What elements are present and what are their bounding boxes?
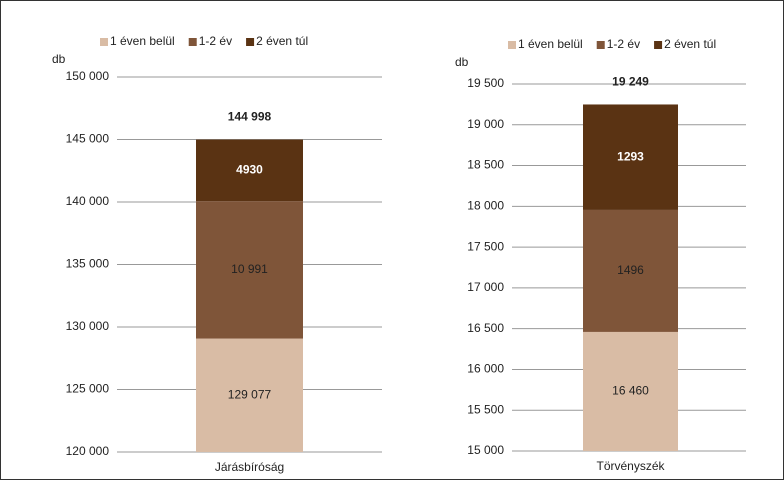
y-tick-label: 125 000	[66, 382, 110, 396]
y-tick-label: 120 000	[66, 444, 110, 458]
legend-swatch	[246, 38, 255, 46]
y-tick-label: 15 000	[467, 443, 504, 457]
y-tick-label: 17 000	[467, 280, 504, 294]
data-label: 1293	[617, 149, 644, 163]
y-tick-label: 135 000	[66, 257, 110, 271]
y-axis-label: db	[52, 52, 66, 66]
y-tick-label: 16 000	[467, 362, 504, 376]
y-tick-label: 17 500	[467, 239, 504, 253]
bar-segment	[583, 331, 678, 451]
bar-segment	[196, 139, 303, 202]
legend-swatch	[508, 41, 516, 49]
data-label: 4930	[236, 163, 263, 177]
data-label: 16 460	[612, 384, 649, 398]
legend-label: 2 éven túl	[664, 37, 716, 51]
legend-swatch	[188, 38, 197, 46]
y-tick-label: 18 000	[467, 199, 504, 213]
legend-swatch	[596, 41, 605, 49]
legend-label: 1-2 év	[199, 34, 232, 48]
y-tick-label: 19 000	[467, 117, 504, 131]
legend-swatch	[654, 41, 663, 49]
bar-segment	[196, 201, 303, 339]
y-tick-label: 15 500	[467, 402, 504, 416]
x-tick-label: Járásbíróság	[215, 460, 284, 474]
x-tick-label: Törvényszék	[596, 459, 665, 473]
data-label: 1496	[617, 263, 644, 277]
y-tick-label: 19 500	[467, 76, 504, 90]
bar-segment	[583, 104, 678, 210]
legend-label: 1 éven belül	[110, 34, 175, 48]
bar-segment	[196, 338, 303, 452]
y-tick-label: 140 000	[66, 194, 110, 208]
y-tick-label: 145 000	[66, 132, 110, 146]
data-label: 129 077	[228, 387, 272, 401]
legend-label: 1 éven belül	[518, 37, 583, 51]
y-tick-label: 16 500	[467, 321, 504, 335]
legend-swatch	[100, 38, 108, 46]
data-label: 10 991	[231, 262, 268, 276]
total-label: 19 249	[612, 75, 649, 89]
legend-label: 2 éven túl	[256, 34, 308, 48]
y-tick-label: 18 500	[467, 158, 504, 172]
legend-label: 1-2 év	[607, 37, 640, 51]
total-label: 144 998	[228, 110, 272, 124]
y-tick-label: 130 000	[66, 319, 110, 333]
bar-segment	[583, 209, 678, 332]
y-tick-label: 150 000	[66, 69, 110, 83]
y-axis-label: db	[455, 55, 469, 69]
